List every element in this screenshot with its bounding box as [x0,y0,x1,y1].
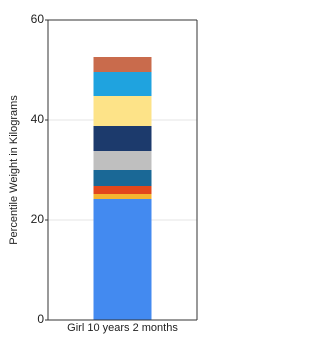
bar-segment [93,170,152,186]
bar-segment [93,186,152,194]
bar-segment [93,194,152,199]
bar-segment [93,72,152,96]
bar-segment [93,199,152,320]
chart: Percentile Weight in Kilograms 0 20 40 60 Gi… [8,12,198,334]
x-tick-label: Girl 10 years 2 months [67,322,178,334]
y-tick-label: 40 [31,112,45,126]
bar-segment [93,126,152,151]
y-tick-label: 60 [31,12,45,26]
y-axis-label: Percentile Weight in Kilograms [8,95,20,245]
bar-segment [93,96,152,126]
bar-segment [93,57,152,72]
y-tick-label: 20 [31,212,45,226]
y-tick-label: 0 [37,312,44,326]
bar-segment [93,151,152,170]
